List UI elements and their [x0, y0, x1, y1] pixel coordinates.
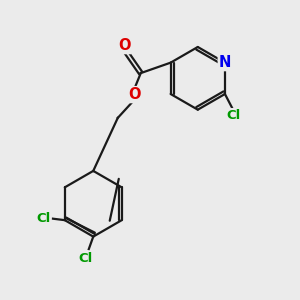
Text: N: N [219, 55, 231, 70]
Text: O: O [128, 87, 140, 102]
Text: Cl: Cl [79, 252, 93, 265]
Text: Cl: Cl [36, 212, 50, 225]
Text: O: O [118, 38, 130, 53]
Text: Cl: Cl [226, 109, 240, 122]
